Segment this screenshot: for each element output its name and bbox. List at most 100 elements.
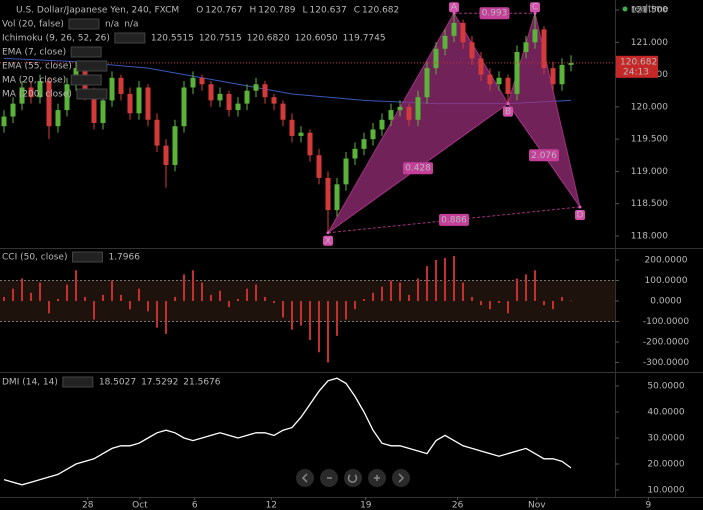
cci-bar [363,298,365,301]
y-tick-label: 30.0000 [647,434,684,444]
reset-button[interactable] [344,469,362,487]
realtime-dot [622,6,628,12]
candle-body [316,155,322,178]
candle-body [244,90,250,104]
cci-bar [129,301,131,310]
cci-bar [462,282,464,301]
candle-body [307,132,313,156]
candle-body [559,64,565,85]
cci-bar [444,257,446,301]
cci-bar [156,301,158,328]
pattern-point [533,11,537,15]
cci-bar [138,288,140,301]
cci-bar [507,301,509,314]
indicator-buttons [114,32,146,44]
pattern-ratio-label: 2.076 [531,151,557,161]
candle-body [19,87,25,104]
cci-bar [165,301,167,334]
candle-body [37,81,43,98]
nav-icons [301,473,405,483]
candle-body [118,77,124,94]
y-tick-label: 40.0000 [647,408,684,418]
candle-body [568,62,574,65]
candle-body [460,22,466,43]
x-tick-label: 19 [360,501,372,510]
candle-body [1,116,7,127]
cci-band [0,280,615,322]
cci-bar [399,282,401,301]
cci-bar [264,296,266,301]
cci-bar [561,296,563,301]
pattern-point-label: D [577,210,584,220]
candle-body [496,77,502,85]
cci-bar [237,298,239,301]
x-tick-label: Nov [528,501,546,510]
pattern-ratio-label: 0.886 [441,215,467,225]
pattern-ratio-tag [529,149,559,162]
cci-bar [147,301,149,312]
indicator-value: n/a [124,20,138,30]
candle-body [199,77,205,85]
candle-body [334,184,340,211]
countdown-label: 24:13 [623,67,649,77]
indicator-buttons [76,88,108,100]
y-tick-label: -100.0000 [643,317,689,327]
cci-bar [291,301,293,330]
cci-bar [426,266,428,301]
pattern-ratio-label: 0.993 [482,9,508,19]
y-tick-label: 118.000 [631,232,668,242]
cci-bar [273,301,275,304]
x-tick-label: 12 [266,501,277,510]
y-tick-label: 120.000 [631,102,668,112]
candle-body [415,97,421,120]
cci-bar [66,284,68,301]
candle-body [46,81,52,127]
x-tick-label: 9 [646,501,652,510]
y-tick-label: 0.0000 [650,297,682,307]
cci-bar [57,298,59,301]
cci-bar [48,301,50,314]
candle-body [451,22,457,36]
ohlc-key: C [354,6,360,16]
candle-body [190,77,196,88]
candle-body [55,110,61,127]
candle-body [469,42,475,59]
cci-bar [570,300,572,302]
cci-bar [390,280,392,301]
y-tick-label: 121.000 [631,38,668,48]
cci-name: CCI (50, close) [2,253,67,263]
x-tick-label: 6 [192,501,198,510]
pattern-ratio-tag [439,213,469,226]
cci-bar [417,278,419,301]
cci-value: 1.7966 [108,253,140,263]
indicator-value: n/a [105,20,119,30]
scroll-left-button[interactable] [296,469,314,487]
candle-body [541,29,547,69]
candle-body [253,84,259,91]
cci-bar [183,274,185,301]
dmi-minus-value: 21.5676 [183,378,220,388]
y-tick-label: 119.500 [631,135,668,145]
cci-bar [471,296,473,301]
y-tick-label: 119.000 [631,167,668,177]
indicator-value: 120.7515 [199,34,242,44]
x-tick-label: 26 [452,501,464,510]
candle-body [505,77,511,94]
nav-buttons [296,469,410,487]
cci-bar [498,301,500,304]
pattern-point-label: A [451,3,458,13]
cci-bar [381,286,383,301]
candle-body [100,100,106,123]
scroll-right-button[interactable] [392,469,410,487]
candle-body [154,119,160,146]
candle-body [208,84,214,101]
pattern-point [578,205,582,209]
candle-body [361,139,367,149]
cci-bar [228,301,230,308]
cci-bar [84,296,86,301]
y-tick-label: 100.0000 [645,276,688,286]
dmi-adx-value: 18.5027 [99,378,136,388]
pattern-point-label: C [532,3,538,13]
cci-bar [489,301,491,310]
